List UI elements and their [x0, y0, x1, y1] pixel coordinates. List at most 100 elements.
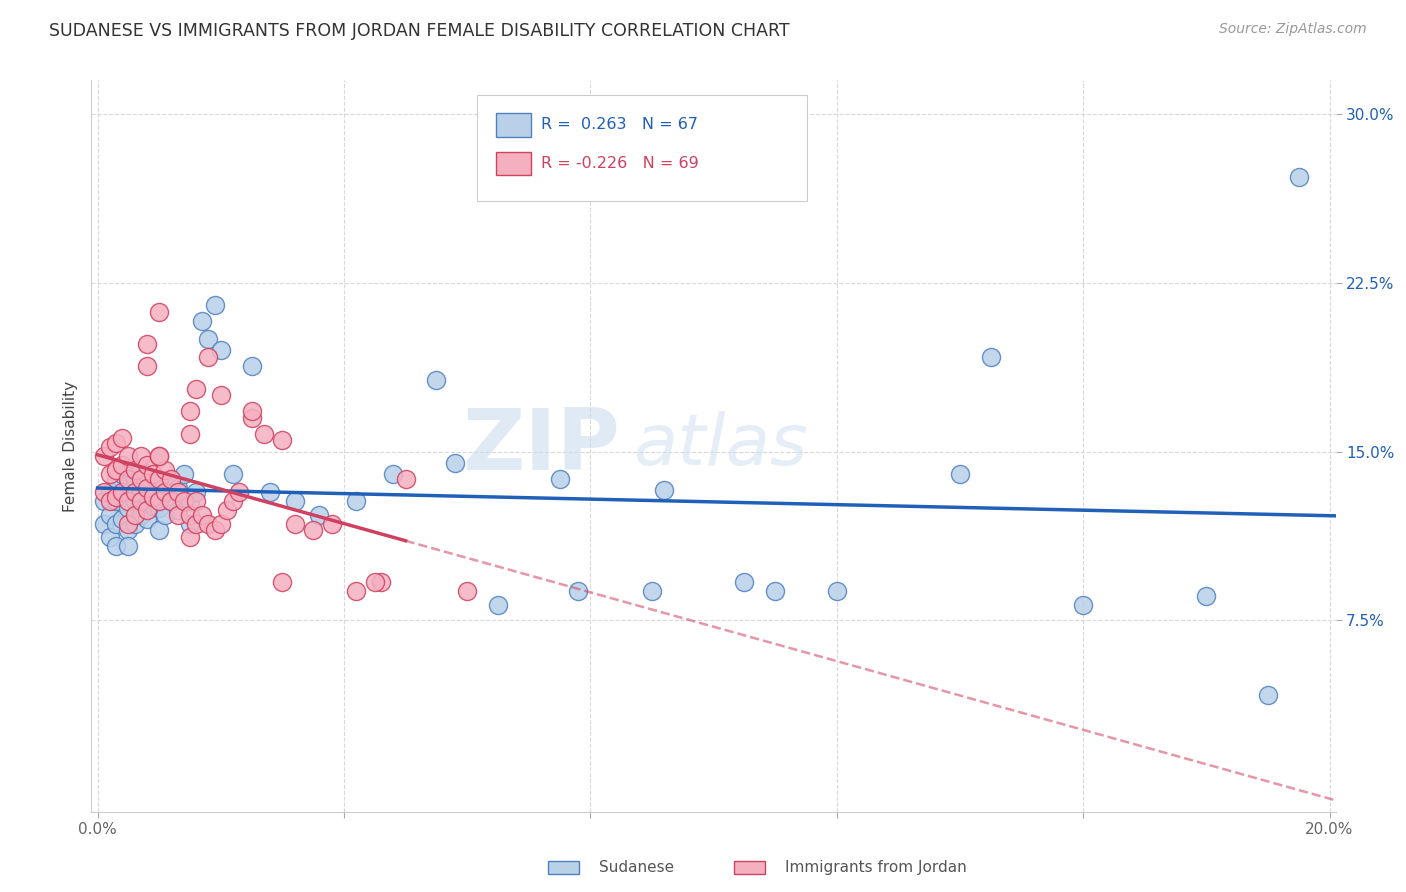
- Point: [197, 332, 219, 346]
- Point: [148, 478, 170, 492]
- Point: [160, 472, 183, 486]
- Point: [135, 490, 157, 504]
- Point: [179, 494, 201, 508]
- Point: [344, 494, 367, 508]
- Point: [166, 508, 188, 522]
- Point: [142, 467, 165, 482]
- Point: [308, 508, 330, 522]
- Point: [142, 499, 165, 513]
- Point: [98, 485, 121, 500]
- Point: [209, 516, 232, 531]
- Point: [179, 426, 201, 441]
- Point: [142, 476, 165, 491]
- Point: [763, 584, 786, 599]
- Point: [148, 449, 170, 463]
- FancyBboxPatch shape: [477, 95, 807, 201]
- Point: [240, 410, 263, 425]
- Point: [179, 404, 201, 418]
- Point: [456, 584, 478, 599]
- Point: [209, 388, 232, 402]
- Point: [184, 516, 207, 531]
- Point: [93, 516, 115, 531]
- Point: [111, 431, 134, 445]
- Point: [155, 485, 177, 500]
- Point: [93, 494, 115, 508]
- Point: [105, 462, 128, 476]
- Point: [179, 530, 201, 544]
- Point: [148, 500, 170, 515]
- Point: [259, 485, 281, 500]
- Point: [117, 449, 139, 463]
- Point: [179, 516, 201, 531]
- Point: [135, 458, 157, 472]
- Point: [148, 472, 170, 486]
- Point: [184, 485, 207, 500]
- Point: [949, 467, 972, 482]
- Point: [135, 336, 157, 351]
- Point: [135, 467, 157, 482]
- Point: [135, 512, 157, 526]
- Point: [93, 485, 115, 500]
- Point: [1288, 169, 1310, 184]
- Point: [135, 503, 157, 517]
- Point: [93, 449, 115, 463]
- Text: SUDANESE VS IMMIGRANTS FROM JORDAN FEMALE DISABILITY CORRELATION CHART: SUDANESE VS IMMIGRANTS FROM JORDAN FEMAL…: [49, 22, 790, 40]
- Point: [117, 539, 139, 553]
- Point: [148, 494, 170, 508]
- Point: [129, 508, 152, 522]
- Point: [129, 485, 152, 500]
- Point: [117, 494, 139, 508]
- Point: [129, 462, 152, 476]
- Text: Source: ZipAtlas.com: Source: ZipAtlas.com: [1219, 22, 1367, 37]
- Point: [197, 516, 219, 531]
- Point: [825, 584, 848, 599]
- Point: [129, 472, 152, 486]
- Point: [124, 462, 146, 476]
- Bar: [496, 113, 530, 136]
- Point: [155, 485, 177, 500]
- Point: [652, 483, 675, 497]
- Point: [1257, 688, 1279, 702]
- Text: Sudanese: Sudanese: [599, 860, 673, 874]
- Point: [567, 584, 589, 599]
- Point: [191, 508, 214, 522]
- Point: [222, 494, 245, 508]
- Point: [111, 458, 134, 472]
- Point: [98, 508, 121, 522]
- Point: [160, 472, 183, 486]
- Point: [1071, 598, 1094, 612]
- Point: [111, 467, 134, 482]
- Point: [548, 472, 571, 486]
- Point: [173, 467, 195, 482]
- Point: [148, 524, 170, 538]
- Point: [173, 494, 195, 508]
- Point: [105, 435, 128, 450]
- Point: [155, 508, 177, 522]
- Text: atlas: atlas: [633, 411, 807, 481]
- Point: [394, 472, 416, 486]
- Point: [184, 382, 207, 396]
- Point: [191, 314, 214, 328]
- Point: [111, 485, 134, 500]
- Point: [160, 494, 183, 508]
- Y-axis label: Female Disability: Female Disability: [62, 380, 77, 512]
- Point: [204, 298, 226, 312]
- Point: [641, 584, 664, 599]
- Point: [271, 575, 294, 590]
- Point: [135, 481, 157, 495]
- Point: [166, 485, 188, 500]
- Point: [124, 516, 146, 531]
- Point: [105, 494, 128, 508]
- Point: [284, 516, 307, 531]
- Point: [271, 434, 294, 448]
- Point: [204, 524, 226, 538]
- Point: [284, 494, 307, 508]
- Point: [240, 359, 263, 373]
- Point: [148, 449, 170, 463]
- Point: [253, 426, 276, 441]
- Point: [135, 359, 157, 373]
- Point: [197, 350, 219, 364]
- Point: [105, 516, 128, 531]
- Point: [117, 478, 139, 492]
- Point: [302, 524, 325, 538]
